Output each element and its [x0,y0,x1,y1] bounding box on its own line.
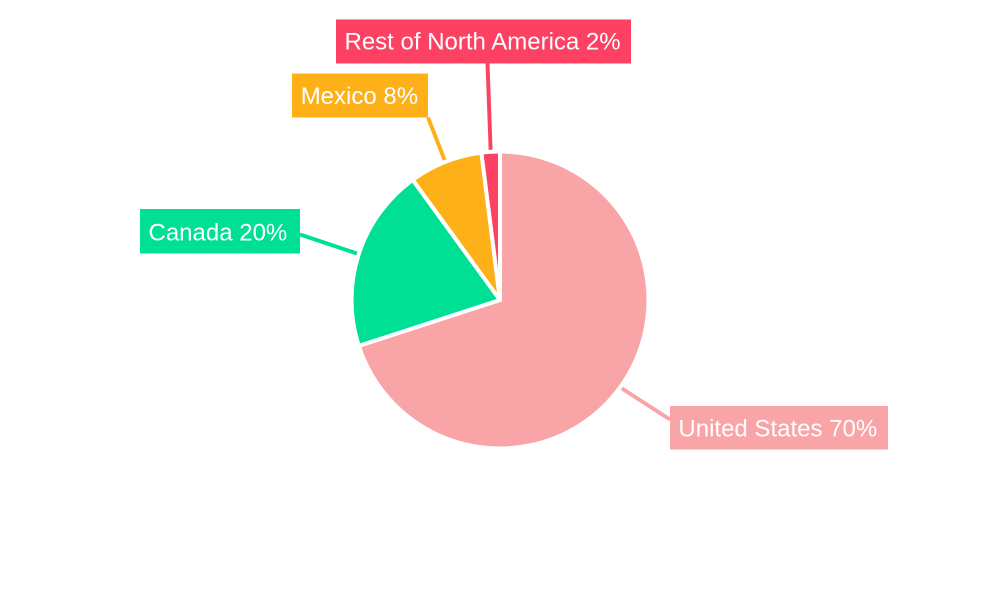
svg-text:Canada 20%: Canada 20% [149,219,288,246]
svg-text:United States 70%: United States 70% [678,415,877,442]
svg-text:Mexico 8%: Mexico 8% [301,83,418,110]
svg-text:Rest of North America 2%: Rest of North America 2% [345,29,621,56]
